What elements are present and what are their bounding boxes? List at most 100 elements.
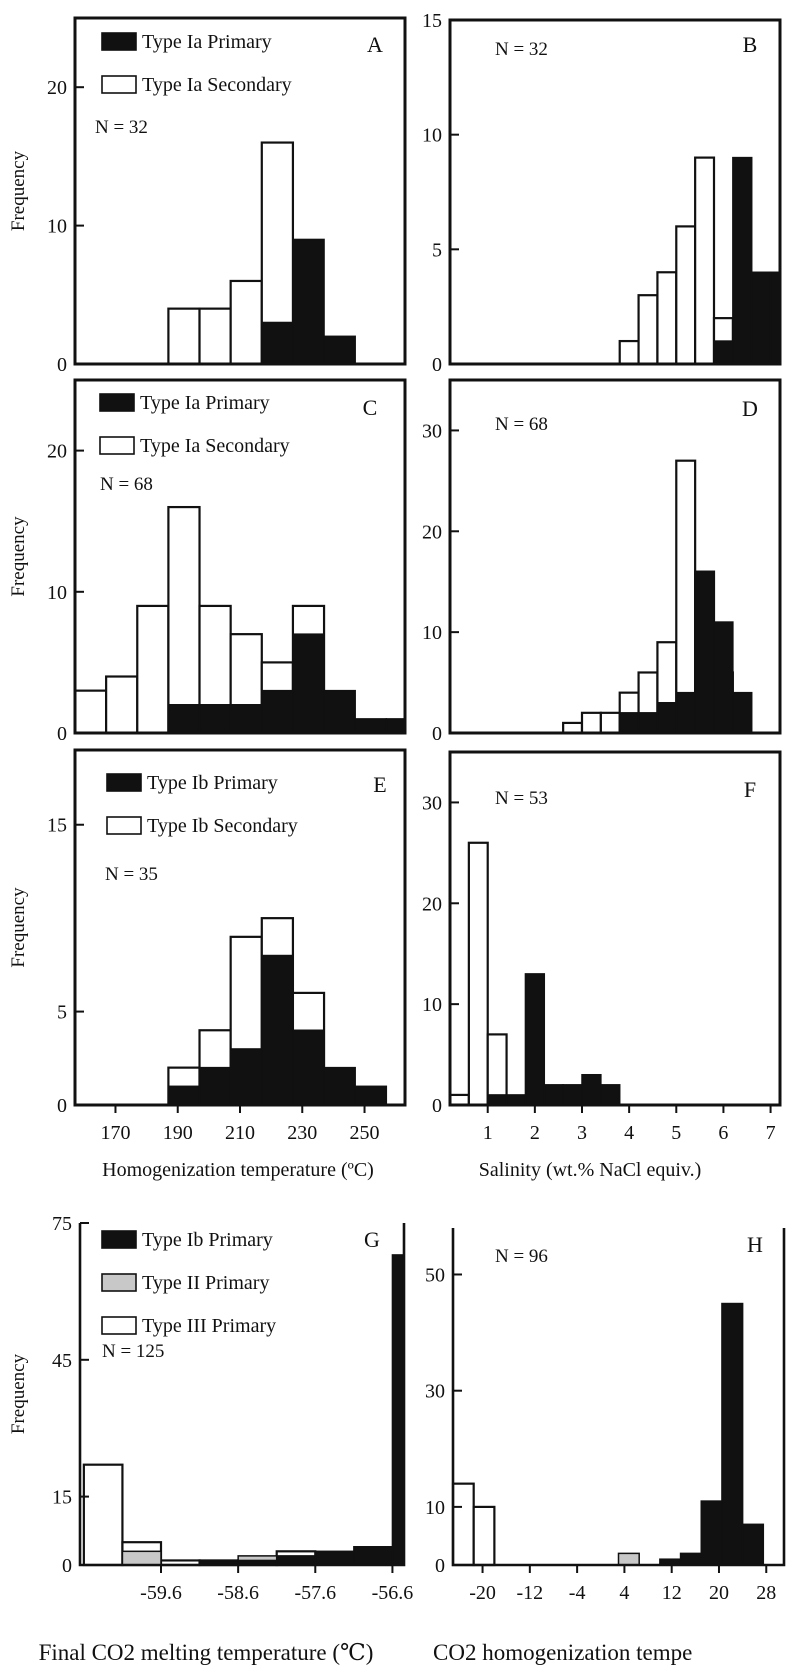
bar-c-0-3 — [167, 704, 201, 734]
x-tick-label: 20 — [709, 1582, 729, 1604]
bar-g-0-6 — [314, 1550, 355, 1566]
y-tick-label: 10 — [47, 216, 67, 238]
x-tick-label: 1 — [483, 1122, 493, 1144]
x-axis-label: Salinity (wt.% NaCl equiv.) — [479, 1159, 702, 1181]
bar-c-1-0 — [73, 689, 108, 735]
bar-h-0-14 — [741, 1523, 765, 1566]
bar-b-1-9 — [618, 339, 640, 366]
y-tick-label: 20 — [422, 521, 442, 543]
bar-d-0-9 — [618, 712, 640, 734]
bar-a-0-6 — [261, 321, 294, 365]
y-tick-label: 0 — [432, 723, 442, 745]
y-tick-label: 50 — [425, 1264, 445, 1286]
sample-size-label: N = 35 — [105, 864, 158, 885]
x-tick-label: -59.6 — [140, 1582, 182, 1604]
bar-d-0-10 — [637, 712, 659, 734]
panel-letter: C — [363, 395, 378, 420]
bar-a-1-4 — [198, 307, 232, 366]
y-tick-label: 15 — [47, 815, 67, 837]
plot-frame — [73, 16, 407, 366]
bar-e-0-6 — [261, 954, 294, 1106]
x-tick-label: -12 — [517, 1582, 544, 1604]
panel-letter: D — [742, 396, 758, 421]
panel-letter: F — [744, 777, 756, 802]
y-tick-label: 10 — [422, 125, 442, 147]
bar-d-0-11 — [656, 701, 678, 734]
x-tick-label: 210 — [225, 1122, 255, 1144]
bar-b-1-12 — [675, 225, 697, 366]
panel-g: 0 15 45 75 -59.6 -58.6 -57.6 -56.6 G N = 125 Type … — [8, 1213, 413, 1665]
bar-h-0-11 — [679, 1552, 702, 1566]
x-tick-label: 3 — [577, 1122, 587, 1144]
bar-g-0-7 — [353, 1546, 394, 1566]
series-type-iii-primary — [82, 1463, 317, 1567]
x-axis-label: CO2 homogenization tempe — [433, 1640, 692, 1665]
bar-b-1-13 — [694, 156, 716, 366]
bar-c-1-3 — [167, 505, 201, 735]
x-tick-label: 4 — [619, 1582, 629, 1604]
sample-size-label: N = 32 — [95, 117, 148, 138]
legend-entry: Type Ia Secondary — [142, 74, 292, 96]
bar-f-0-6 — [562, 1084, 583, 1106]
panel-e: 0 5 15 170 190 210 230 250 E N = 35 Type Ib Primar… — [8, 748, 407, 1181]
bar-e-0-8 — [323, 1066, 356, 1106]
y-tick-label: 5 — [432, 239, 442, 261]
bar-d-0-13 — [694, 570, 715, 734]
series-type-ia-primary — [167, 633, 406, 734]
bar-c-1-2 — [136, 604, 170, 735]
y-tick-label: 20 — [422, 893, 442, 915]
bar-d-0-12 — [675, 691, 696, 734]
legend-swatch — [101, 75, 137, 94]
series-type-ia-primary — [618, 570, 753, 734]
y-tick-label: 10 — [425, 1497, 445, 1519]
legend-swatch — [99, 393, 135, 412]
y-tick-label: 30 — [425, 1381, 445, 1403]
y-tick-label: 20 — [47, 77, 67, 99]
panel-letter: G — [364, 1227, 380, 1252]
panel-f: 0 10 20 30 1 2 3 4 5 6 7 F N = 53 Salinity (wt.% NaCl… — [422, 750, 782, 1181]
sample-size-label: N = 96 — [495, 1246, 548, 1267]
x-axis-label: Homogenization temperature (ºC) — [102, 1159, 374, 1181]
bar-e-0-9 — [354, 1085, 388, 1106]
sample-size-label: N = 68 — [495, 414, 548, 435]
y-tick-label: 75 — [52, 1213, 72, 1235]
bar-f-0-7 — [581, 1073, 602, 1106]
bar-g-2-0 — [82, 1463, 124, 1567]
y-tick-label: 0 — [57, 723, 67, 745]
y-tick-label: 0 — [435, 1555, 445, 1577]
bar-e-0-3 — [167, 1085, 201, 1106]
series-type-ia-primary — [713, 156, 781, 365]
bar-f-1-1 — [467, 841, 489, 1107]
legend-entry: Type Ia Secondary — [140, 435, 290, 457]
bar-c-0-7 — [292, 633, 325, 734]
y-tick-label: 0 — [432, 354, 442, 376]
bar-e-0-7 — [292, 1029, 325, 1106]
series-type-ib-primary — [198, 1254, 405, 1566]
panel-b: 0 5 10 15 B N = 32 — [422, 10, 782, 376]
bar-f-0-3 — [505, 1094, 527, 1106]
bar-c-0-5 — [229, 704, 263, 734]
plot-frame — [78, 1223, 406, 1567]
legend-entry: Type Ib Primary — [142, 1229, 273, 1251]
y-tick-label: 5 — [57, 1002, 67, 1024]
plot-frame — [448, 378, 782, 735]
legend-swatch — [106, 773, 142, 792]
y-tick-label: 10 — [47, 582, 67, 604]
bar-d-0-15 — [732, 691, 753, 734]
bar-f-0-4 — [524, 973, 546, 1106]
sample-size-label: N = 53 — [495, 788, 548, 809]
bar-h-0-12 — [700, 1500, 723, 1566]
legend-entry: Type Ia Primary — [142, 31, 272, 53]
y-axis-label: Frequency — [8, 887, 29, 968]
bar-c-0-9 — [354, 718, 388, 734]
bar-c-1-1 — [105, 675, 139, 735]
bar-c-0-8 — [323, 689, 356, 734]
panel-h: 0 10 30 50 -20 -12 -4 4 12 20 28 H N = 96 CO2 homogen… — [425, 1228, 786, 1665]
series-type-ib-primary — [659, 1302, 765, 1566]
legend-entry: Type Ib Primary — [147, 772, 278, 794]
sample-size-label: N = 125 — [102, 1341, 164, 1362]
panel-letter: H — [747, 1232, 763, 1257]
x-tick-label: -4 — [569, 1582, 586, 1604]
bar-b-0-14 — [713, 340, 734, 365]
bar-d-0-14 — [713, 621, 734, 734]
